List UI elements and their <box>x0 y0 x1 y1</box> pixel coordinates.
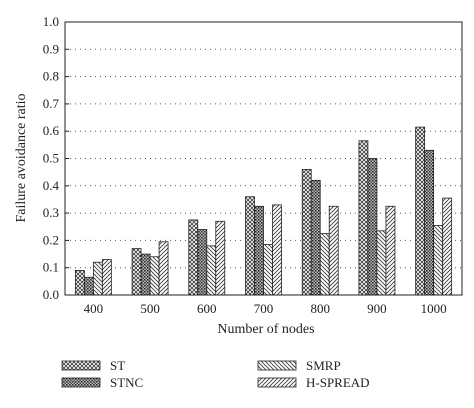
legend-swatch-smrp <box>257 360 297 371</box>
bar-h-spread-900 <box>385 205 396 296</box>
x-tick-label: 700 <box>254 301 274 316</box>
bar-st-900 <box>358 140 369 296</box>
grid-lines <box>65 48 462 269</box>
y-axis-ticks: 0.0 0.1 0.2 0.3 0.4 0.5 0.6 0.7 0.8 0.9 1.0 <box>43 14 69 302</box>
bar-h-spread-1000 <box>442 197 453 296</box>
bar-h-spread-700 <box>272 204 282 296</box>
bar-st-800 <box>301 169 312 296</box>
bar-st-400 <box>74 270 85 296</box>
bars <box>74 126 453 296</box>
bar-stnc-900 <box>367 158 378 296</box>
legend-label-stnc: STNC <box>110 375 143 390</box>
legend-label-st: ST <box>110 358 125 373</box>
x-tick-label: 500 <box>140 301 160 316</box>
y-axis-label: Failure avoidance ratio <box>14 93 29 222</box>
y-tick-label: 0.9 <box>43 41 59 56</box>
bar-st-600 <box>188 219 199 296</box>
bar-h-spread-600 <box>215 220 226 296</box>
bar-h-spread-500 <box>158 241 169 296</box>
bar-stnc-700 <box>254 205 264 296</box>
bar-smrp-700 <box>263 244 273 296</box>
y-tick-label: 0.5 <box>43 151 59 166</box>
legend-swatch-h-spread <box>257 377 297 388</box>
x-tick-label: 600 <box>197 301 217 316</box>
bar-smrp-1000 <box>433 224 444 296</box>
x-tick-label: 1000 <box>421 301 447 316</box>
y-tick-label: 0.7 <box>43 96 60 111</box>
bar-st-700 <box>245 196 255 296</box>
y-tick-label: 0.6 <box>43 123 60 138</box>
bar-smrp-600 <box>206 245 217 296</box>
bar-smrp-900 <box>376 230 387 296</box>
bar-stnc-1000 <box>424 149 435 296</box>
legend-label-h-spread: H-SPREAD <box>306 375 370 390</box>
bar-smrp-800 <box>319 233 330 296</box>
bar-smrp-400 <box>92 261 103 296</box>
bar-st-1000 <box>415 126 426 296</box>
x-tick-label: 900 <box>367 301 387 316</box>
bar-stnc-800 <box>310 179 321 296</box>
bar-smrp-500 <box>149 256 160 296</box>
x-axis-label: Number of nodes <box>217 322 314 337</box>
y-tick-label: 0.3 <box>43 205 59 220</box>
y-tick-label: 0.2 <box>43 232 59 247</box>
y-tick-label: 0.1 <box>43 260 59 275</box>
y-tick-label: 1.0 <box>43 14 59 29</box>
x-tick-label: 800 <box>310 301 330 316</box>
legend-swatch-stnc <box>61 377 101 388</box>
x-tick-label: 400 <box>84 301 104 316</box>
bar-st-500 <box>131 248 142 296</box>
legend-swatch-st <box>61 360 101 371</box>
bar-h-spread-400 <box>101 259 112 296</box>
bar-stnc-600 <box>197 229 208 296</box>
x-axis-ticks: 400 500 600 700 800 900 1000 <box>84 291 447 316</box>
legend: ST STNC SMRP H-SPREAD <box>61 358 370 390</box>
y-tick-label: 0.4 <box>43 178 60 193</box>
bar-h-spread-800 <box>328 205 339 296</box>
bar-stnc-400 <box>83 276 94 296</box>
legend-label-smrp: SMRP <box>306 358 341 373</box>
bar-stnc-500 <box>140 253 151 296</box>
y-tick-label: 0.8 <box>43 69 59 84</box>
y-tick-label: 0.0 <box>43 287 59 302</box>
